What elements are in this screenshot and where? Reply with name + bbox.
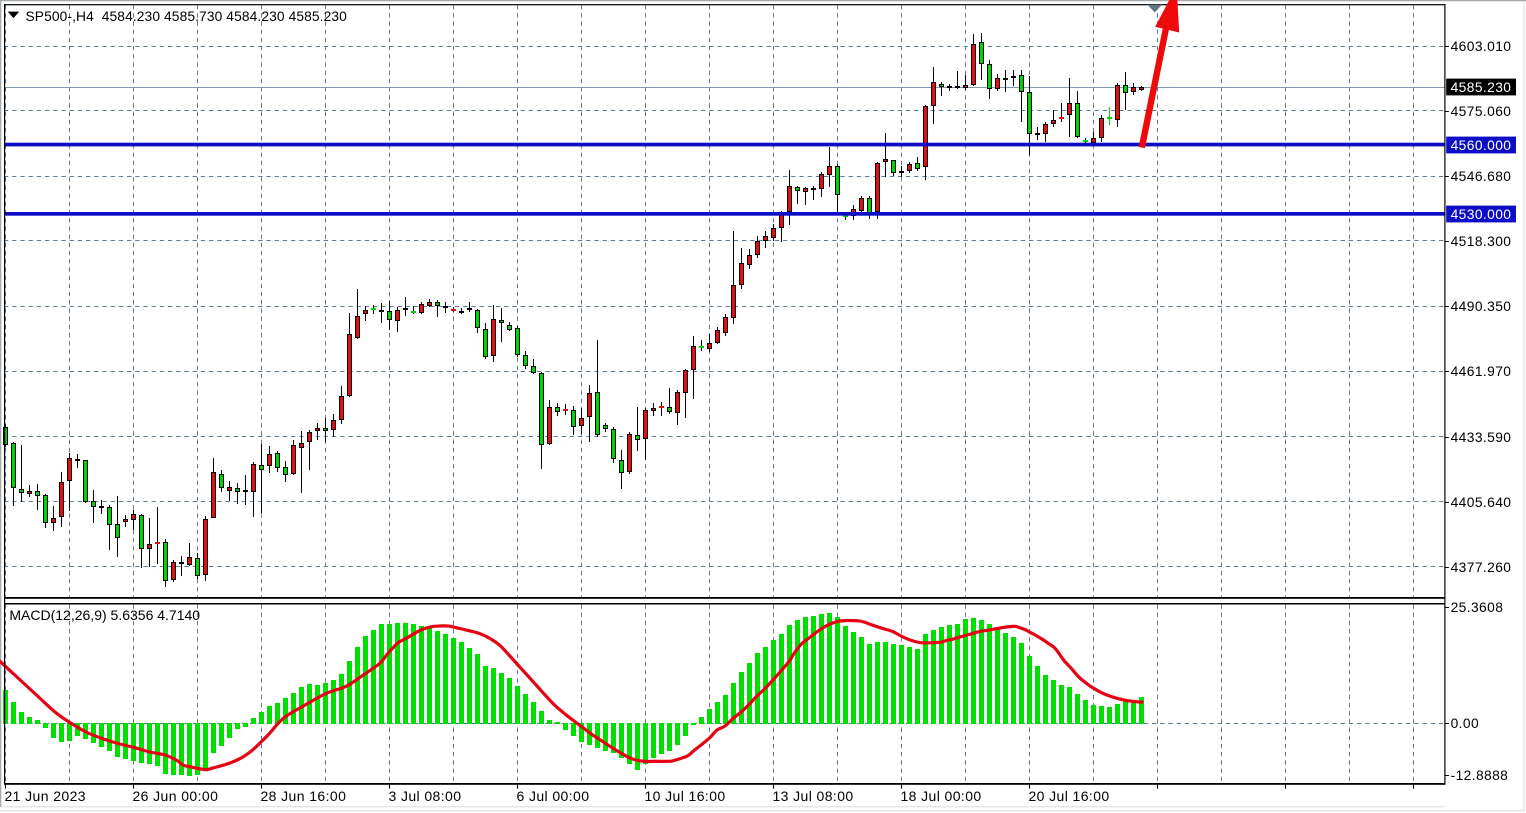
svg-text:28 Jun 16:00: 28 Jun 16:00 <box>261 788 347 804</box>
svg-text:4433.590: 4433.590 <box>1451 430 1512 445</box>
svg-text:4530.000: 4530.000 <box>1451 207 1512 222</box>
svg-text:-12.8888: -12.8888 <box>1451 768 1509 783</box>
svg-text:6 Jul 00:00: 6 Jul 00:00 <box>517 788 590 804</box>
svg-text:4518.300: 4518.300 <box>1451 234 1512 249</box>
svg-text:4575.060: 4575.060 <box>1451 104 1512 119</box>
svg-text:SP500-,H4 4584.230 4585.730 4: SP500-,H4 4584.230 4585.730 4584.230 458… <box>26 9 348 24</box>
svg-text:4405.640: 4405.640 <box>1451 495 1512 510</box>
svg-text:4377.260: 4377.260 <box>1451 560 1512 575</box>
svg-text:4546.680: 4546.680 <box>1451 169 1512 184</box>
svg-text:4560.000: 4560.000 <box>1451 138 1512 153</box>
svg-text:4490.350: 4490.350 <box>1451 299 1512 314</box>
svg-text:25.3608: 25.3608 <box>1451 600 1504 615</box>
svg-text:MACD(12,26,9) 5.6356 4.7140: MACD(12,26,9) 5.6356 4.7140 <box>9 607 200 623</box>
svg-text:0.00: 0.00 <box>1451 716 1479 731</box>
svg-text:26 Jun 00:00: 26 Jun 00:00 <box>133 788 219 804</box>
svg-text:21 Jun 2023: 21 Jun 2023 <box>5 788 86 804</box>
svg-text:18 Jul 00:00: 18 Jul 00:00 <box>901 788 982 804</box>
svg-text:20 Jul 16:00: 20 Jul 16:00 <box>1029 788 1110 804</box>
svg-text:4603.010: 4603.010 <box>1451 39 1512 54</box>
svg-text:3 Jul 08:00: 3 Jul 08:00 <box>389 788 462 804</box>
svg-text:13 Jul 08:00: 13 Jul 08:00 <box>773 788 854 804</box>
svg-text:4585.230: 4585.230 <box>1451 80 1512 95</box>
svg-text:10 Jul 16:00: 10 Jul 16:00 <box>645 788 726 804</box>
svg-text:4461.970: 4461.970 <box>1451 364 1512 379</box>
